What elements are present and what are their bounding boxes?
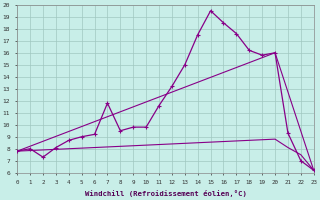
X-axis label: Windchill (Refroidissement éolien,°C): Windchill (Refroidissement éolien,°C) — [84, 190, 246, 197]
